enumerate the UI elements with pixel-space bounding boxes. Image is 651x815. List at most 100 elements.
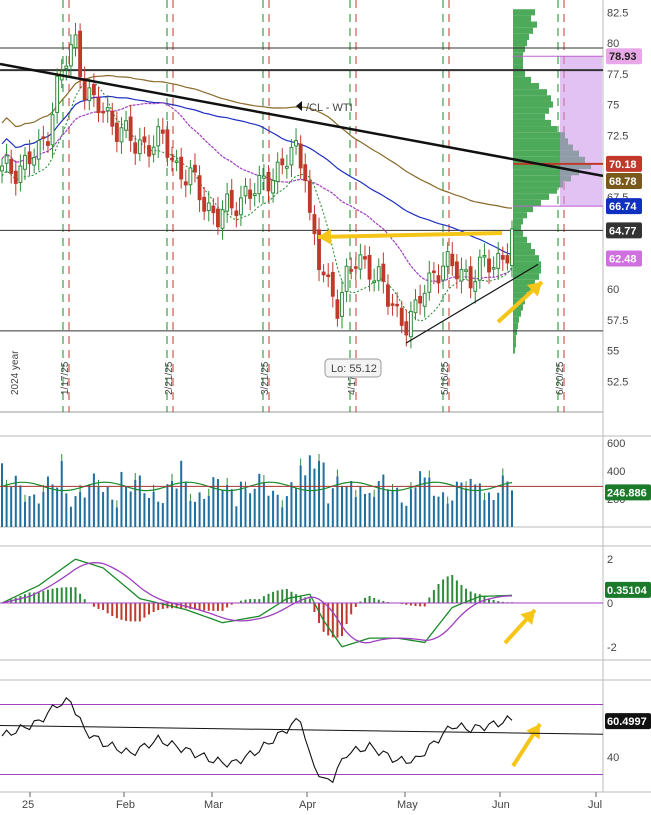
price-badge [606, 198, 642, 215]
price-badge-label: 78.93 [609, 51, 637, 63]
candle-body [496, 252, 501, 269]
price-badge [606, 48, 642, 65]
profile-bar [513, 126, 557, 133]
candle-body [18, 165, 23, 184]
price-badge-label: 70.18 [609, 159, 637, 171]
macd-panel: -2 0 2 0.35104 [0, 554, 651, 654]
profile-bar [513, 144, 573, 151]
down-trendline [0, 62, 604, 178]
profile-bar [513, 224, 521, 231]
candle-body [179, 156, 184, 180]
low-callout: Lo: 55.12 [324, 358, 382, 378]
volume-bar [327, 503, 330, 527]
volume-bar [239, 481, 242, 527]
price-tick-label: 80 [607, 38, 619, 50]
candle-body [464, 269, 468, 272]
profile-bar [513, 279, 535, 286]
candle-body [340, 291, 344, 317]
candle-body [96, 97, 101, 114]
rising-support-line [405, 263, 539, 344]
price-badge [606, 173, 642, 190]
volume-bar [304, 475, 307, 527]
low-callout-label: Lo: 55.12 [331, 363, 377, 375]
volume-bar [258, 473, 261, 527]
price-tick-label: 75 [607, 100, 619, 112]
volume-bar [65, 493, 68, 527]
volume-bar [23, 501, 26, 527]
volume-bar [377, 481, 380, 527]
candle-body [183, 181, 188, 186]
volume-bar [419, 471, 422, 527]
candle-body [32, 156, 37, 166]
profile-bar [513, 292, 527, 299]
volume-bar [272, 490, 275, 527]
price-badge [606, 250, 642, 267]
volume-bar [354, 496, 357, 527]
profile-bar [513, 273, 539, 280]
volume-bar [363, 493, 366, 527]
volume-bar [111, 499, 114, 527]
candle-body [349, 269, 354, 272]
volume-bar [290, 482, 293, 527]
volume-bar [460, 482, 463, 527]
macd-tick-label: 2 [607, 554, 613, 566]
volume-bar [405, 505, 408, 527]
volume-tick-label: 400 [607, 466, 625, 478]
candle-body [91, 84, 96, 96]
candle-body [436, 275, 441, 284]
profile-bar [513, 21, 537, 28]
volume-bar [267, 495, 270, 527]
profile-bar [513, 58, 523, 65]
candle-body [114, 122, 119, 142]
candle-body [119, 127, 124, 143]
volume-bar [497, 492, 500, 527]
volume-bar [295, 488, 298, 527]
profile-bar [513, 101, 553, 108]
volume-bar [386, 489, 389, 527]
panel-frames [0, 0, 651, 793]
price-badge-label: 64.77 [609, 225, 637, 237]
candle-body [459, 268, 464, 282]
profile-bar [513, 230, 523, 237]
volume-value-label: 246.886 [607, 487, 647, 499]
profile-bar [513, 52, 523, 59]
candle-body [248, 189, 253, 199]
profile-bar [513, 15, 531, 22]
candle-body [4, 155, 9, 164]
candle-body [188, 167, 193, 186]
profile-bar [513, 218, 523, 225]
month-label: Jul [588, 799, 602, 811]
volume-bar [37, 503, 40, 527]
candle-body [363, 256, 367, 260]
volume-bar [83, 497, 86, 527]
candle-body [284, 165, 289, 169]
volume-value-badge [605, 484, 651, 501]
profile-bar [513, 255, 539, 262]
rsi-value-badge [605, 713, 651, 730]
month-label: Jun [492, 799, 510, 811]
symbol-label: /CL - WTI [306, 102, 353, 114]
up-arrow-macd-icon [520, 610, 535, 626]
volume-bar [341, 486, 343, 527]
volume-bar [492, 500, 495, 527]
candle-body [202, 196, 207, 212]
candle-body [220, 209, 225, 229]
candle-body [450, 253, 455, 267]
candle-body [193, 164, 197, 173]
candle-body [477, 256, 482, 281]
candle-body [197, 175, 202, 201]
candle-body [225, 193, 230, 212]
profile-bar [513, 335, 516, 342]
candle-body [321, 271, 326, 276]
profile-bar [513, 169, 579, 176]
volume-bar [414, 487, 417, 527]
profile-bar [513, 261, 541, 268]
volume-bar [322, 462, 325, 527]
candle-body [128, 116, 133, 141]
rsi-trendline [0, 725, 604, 735]
ma-purple-line [1, 102, 513, 283]
volume-bar [203, 498, 206, 527]
candle-body [9, 159, 14, 174]
profile-bar [513, 206, 533, 213]
